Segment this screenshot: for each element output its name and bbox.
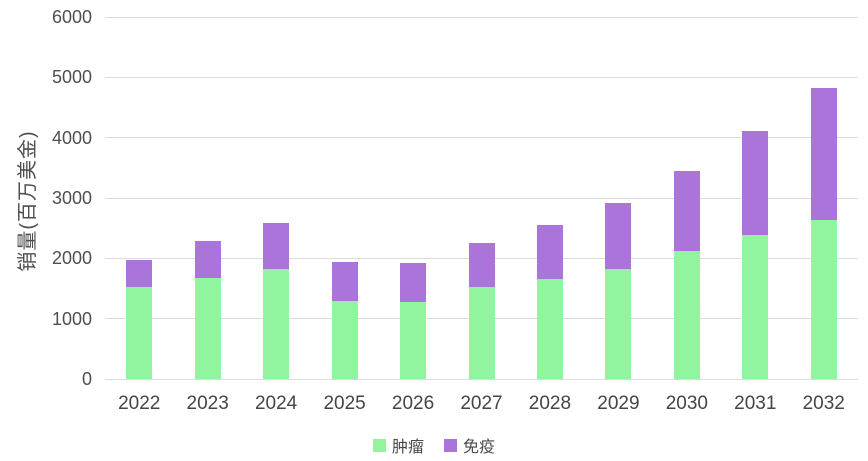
x-axis-label-2026: 2026 [391, 393, 435, 414]
bar-segment-immunology-2022 [126, 260, 153, 288]
bar-segment-immunology-2024 [263, 223, 290, 270]
bar-segment-immunology-2023 [194, 241, 221, 279]
gridline-0 [105, 378, 858, 380]
gridline-6000 [105, 16, 858, 18]
bar-segment-immunology-2030 [673, 171, 700, 252]
y-axis-label-4000: 4000 [51, 127, 92, 148]
gridline-5000 [105, 76, 858, 78]
bar-segment-immunology-2027 [468, 243, 495, 288]
legend: 肿瘤 免疫 [0, 433, 868, 457]
bar-segment-oncology-2022 [126, 287, 153, 379]
gridline-3000 [105, 197, 858, 199]
legend-label-immunology: 免疫 [463, 439, 496, 456]
legend-label-oncology: 肿瘤 [391, 439, 424, 456]
legend-swatch-immunology [444, 438, 457, 452]
bar-segment-immunology-2028 [536, 224, 563, 280]
x-axis-label-2032: 2032 [802, 393, 845, 414]
bar-segment-oncology-2031 [742, 234, 769, 379]
bar-segment-oncology-2028 [536, 279, 563, 379]
legend-item-immunology: 免疫 [444, 433, 495, 457]
bar-segment-immunology-2029 [605, 202, 632, 269]
bar-segment-oncology-2032 [810, 220, 837, 379]
x-axis-label-2023: 2023 [186, 393, 229, 414]
x-axis-label-2025: 2025 [323, 393, 366, 414]
bar-segment-oncology-2026 [400, 302, 427, 379]
y-axis-label-0: 0 [81, 369, 92, 389]
bar-segment-immunology-2025 [331, 261, 358, 301]
x-axis-label-2028: 2028 [528, 393, 572, 414]
bar-segment-oncology-2030 [673, 251, 700, 379]
y-axis-label-5000: 5000 [51, 67, 92, 88]
y-axis-label-3000: 3000 [51, 188, 92, 208]
x-axis-label-2022: 2022 [118, 393, 161, 414]
y-axis-label-2000: 2000 [51, 248, 92, 269]
x-axis-label-2029: 2029 [597, 393, 640, 414]
bar-segment-immunology-2031 [742, 131, 769, 235]
bar-segment-oncology-2024 [263, 269, 290, 379]
bar-segment-oncology-2027 [468, 287, 495, 379]
legend-item-oncology: 肿瘤 [372, 433, 424, 457]
plot-area [105, 16, 858, 380]
gridline-4000 [105, 137, 858, 139]
bar-segment-oncology-2029 [605, 268, 632, 379]
x-axis-label-2031: 2031 [734, 393, 777, 414]
legend-swatch-oncology [372, 438, 386, 452]
bar-segment-oncology-2025 [331, 300, 358, 379]
y-axis-label-1000: 1000 [51, 308, 92, 329]
bar-segment-immunology-2032 [810, 88, 837, 221]
y-axis-label-6000: 6000 [51, 7, 92, 27]
bar-segment-immunology-2026 [400, 263, 427, 303]
x-axis-label-2024: 2024 [254, 393, 298, 414]
x-axis-label-2030: 2030 [665, 393, 708, 414]
x-axis-label-2027: 2027 [460, 393, 503, 414]
bar-segment-oncology-2023 [194, 278, 221, 379]
